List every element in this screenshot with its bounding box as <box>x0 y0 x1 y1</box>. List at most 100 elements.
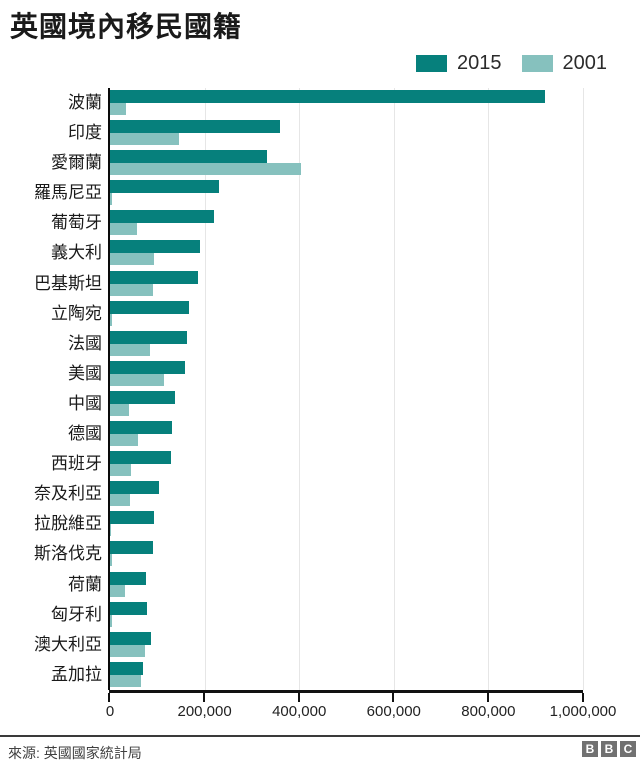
chart-row: 拉脫維亞 <box>0 509 640 539</box>
legend-label: 2001 <box>562 52 608 74</box>
footer-divider <box>0 735 640 737</box>
bbc-logo-block: B <box>582 741 598 757</box>
gridline-800000 <box>488 88 490 690</box>
bar-group <box>110 570 583 600</box>
bar-2001 <box>110 614 112 627</box>
bar-2001 <box>110 524 111 537</box>
bar-2001 <box>110 253 155 266</box>
bar-group <box>110 600 583 630</box>
bar-group <box>110 88 583 118</box>
x-tick <box>392 693 395 702</box>
bar-group <box>110 208 583 238</box>
category-label: 義大利 <box>51 243 102 263</box>
x-tick-label: 800,000 <box>461 703 516 720</box>
bar-group <box>110 269 583 299</box>
bar-2001 <box>110 343 151 356</box>
chart-row: 印度 <box>0 118 640 148</box>
bar-2001 <box>110 464 131 477</box>
x-tick-label: 200,000 <box>177 703 232 720</box>
bar-2015 <box>110 120 281 134</box>
bar-2015 <box>110 210 214 224</box>
chart-row: 美國 <box>0 359 640 389</box>
x-axis-labels: 0 200,000 400,000 600,000 800,000 1,000,000 <box>106 703 617 721</box>
x-tick-label: 600,000 <box>366 703 421 720</box>
bar-2001 <box>110 193 112 206</box>
legend: 2015 2001 <box>416 52 607 75</box>
bar-2001 <box>110 494 131 507</box>
source-text: 來源: 英國國家統計局 <box>8 745 142 761</box>
bar-2015 <box>110 150 267 164</box>
bar-group <box>110 449 583 479</box>
bar-2015 <box>110 481 159 495</box>
bar-2001 <box>110 373 164 386</box>
x-tick <box>108 693 110 702</box>
bar-2015 <box>110 360 185 374</box>
category-label: 奈及利亞 <box>34 484 102 504</box>
bar-2001 <box>110 313 112 326</box>
bar-group <box>110 178 583 208</box>
gridline-400000 <box>299 88 301 690</box>
x-tick <box>202 693 205 702</box>
bar-2015 <box>110 390 176 404</box>
chart-row: 孟加拉 <box>0 660 640 690</box>
chart-row: 義大利 <box>0 238 640 268</box>
chart-row: 西班牙 <box>0 449 640 479</box>
bbc-logo-block: C <box>620 741 636 757</box>
chart-row: 澳大利亞 <box>0 630 640 660</box>
category-label: 立陶宛 <box>51 303 102 323</box>
bar-2015 <box>110 270 198 284</box>
chart-row: 法國 <box>0 329 640 359</box>
bar-group <box>110 238 583 268</box>
bar-group <box>110 479 583 509</box>
chart-row: 匈牙利 <box>0 600 640 630</box>
category-label: 美國 <box>68 363 102 383</box>
gridline-1000000 <box>583 88 584 690</box>
category-label: 中國 <box>68 393 102 413</box>
plot-grid <box>108 88 584 690</box>
category-label: 匈牙利 <box>51 604 102 624</box>
y-axis-line <box>108 88 110 690</box>
category-label: 羅馬尼亞 <box>34 183 102 203</box>
bar-2015 <box>110 631 152 645</box>
bbc-logo-block: B <box>601 741 617 757</box>
x-tick-label: 400,000 <box>272 703 327 720</box>
gridline-600000 <box>393 88 395 690</box>
chart-row: 波蘭 <box>0 88 640 118</box>
bar-2015 <box>110 300 189 314</box>
bar-2001 <box>110 674 141 687</box>
chart-row: 立陶宛 <box>0 299 640 329</box>
category-label: 葡萄牙 <box>51 213 102 233</box>
bar-2001 <box>110 103 127 115</box>
bar-group <box>110 539 583 569</box>
category-label: 孟加拉 <box>51 664 102 684</box>
bar-rows: 波蘭印度愛爾蘭羅馬尼亞葡萄牙義大利巴基斯坦立陶宛法國美國中國德國西班牙奈及利亞拉… <box>0 88 640 690</box>
bar-2015 <box>110 541 153 555</box>
chart-row: 奈及利亞 <box>0 479 640 509</box>
legend-swatch-2015 <box>416 55 447 72</box>
bar-2015 <box>110 90 546 103</box>
legend-item-2015: 2015 <box>416 52 502 75</box>
category-label: 拉脫維亞 <box>34 514 102 534</box>
bar-group <box>110 118 583 148</box>
legend-swatch-2001 <box>521 55 553 72</box>
legend-item-2001: 2001 <box>521 52 608 75</box>
bar-group <box>110 509 583 539</box>
category-label: 德國 <box>68 424 102 444</box>
category-label: 印度 <box>68 123 102 143</box>
chart-title: 英國境內移民國籍 <box>10 11 243 42</box>
chart-row: 巴基斯坦 <box>0 269 640 299</box>
x-tick <box>487 693 490 702</box>
bar-2001 <box>110 554 113 567</box>
bar-2001 <box>110 403 129 416</box>
bar-2015 <box>110 511 154 525</box>
chart-row: 葡萄牙 <box>0 208 640 238</box>
category-label: 波蘭 <box>68 93 102 112</box>
bar-2001 <box>110 644 145 657</box>
bar-2001 <box>110 223 138 236</box>
chart-row: 愛爾蘭 <box>0 148 640 178</box>
bar-group <box>110 299 583 329</box>
bar-2015 <box>110 330 187 344</box>
bar-group <box>110 660 583 690</box>
chart-row: 德國 <box>0 419 640 449</box>
bar-2015 <box>110 661 143 675</box>
